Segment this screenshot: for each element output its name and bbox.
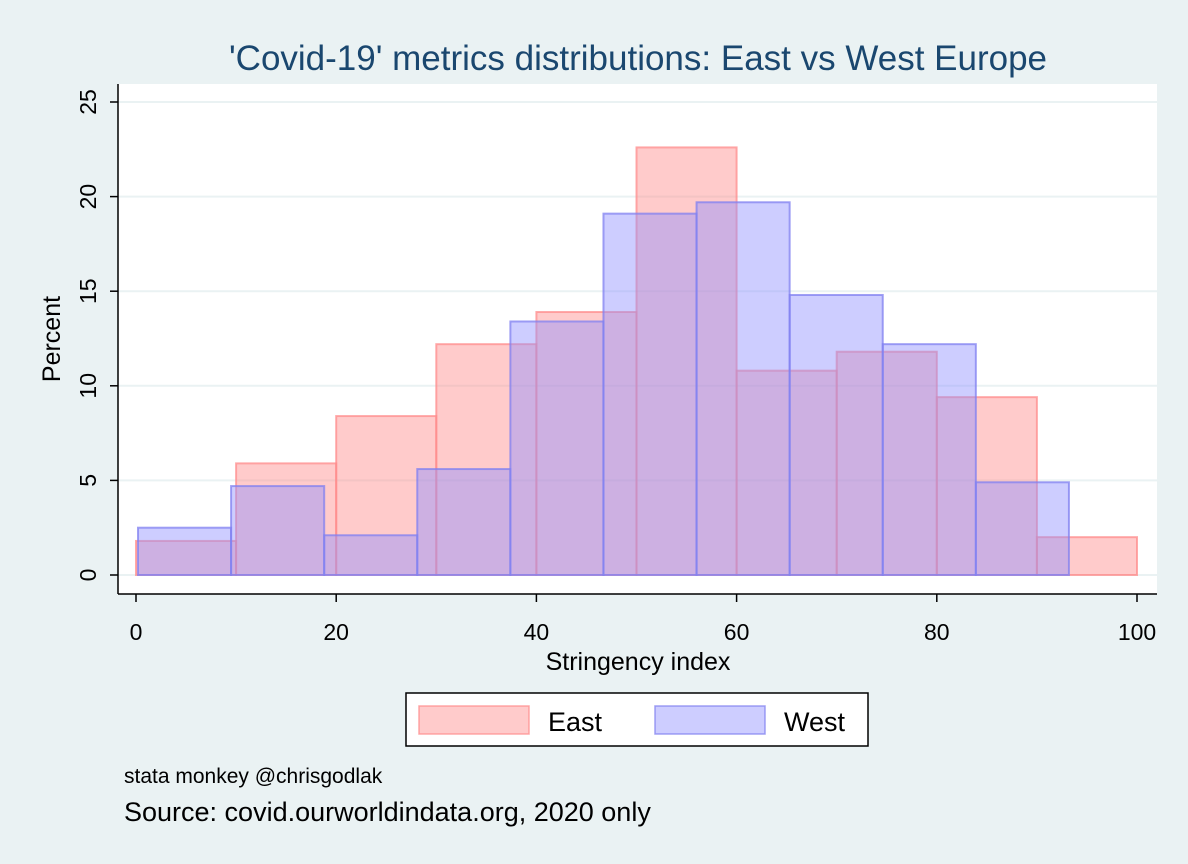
bar-west-7 <box>790 295 883 575</box>
bar-west-9 <box>976 482 1069 575</box>
y-tick-label-3: 15 <box>75 278 101 304</box>
legend-label-east: East <box>548 707 603 737</box>
legend: East West <box>406 693 868 746</box>
y-tick-label-2: 10 <box>75 373 101 399</box>
bar-west-1 <box>231 486 324 575</box>
y-tick-label-5: 25 <box>75 89 101 115</box>
bar-west-2 <box>324 535 417 575</box>
y-tick-label-0: 0 <box>75 569 101 582</box>
y-tick-label-1: 5 <box>75 474 101 487</box>
bar-west-0 <box>138 528 231 575</box>
x-tick-label-0: 0 <box>130 619 143 645</box>
x-tick-label-3: 60 <box>724 619 750 645</box>
x-tick-label-1: 20 <box>323 619 349 645</box>
x-ticks: 0 20 40 60 80 100 <box>130 594 1157 645</box>
bar-west-4 <box>510 321 603 575</box>
y-tick-label-4: 20 <box>75 184 101 210</box>
legend-swatch-west <box>655 706 765 734</box>
chart-caption: Source: covid.ourworldindata.org, 2020 o… <box>124 797 651 827</box>
y-ticks: 0 5 10 15 20 25 <box>75 89 118 581</box>
chart-title: 'Covid-19' metrics distributions: East v… <box>229 39 1047 78</box>
legend-label-west: West <box>784 707 846 737</box>
bar-west-8 <box>883 344 976 575</box>
bar-west-3 <box>417 469 510 575</box>
x-tick-label-2: 40 <box>524 619 550 645</box>
legend-swatch-east <box>419 706 529 734</box>
bar-west-6 <box>697 202 790 575</box>
x-axis-label: Stringency index <box>546 648 731 676</box>
x-tick-label-4: 80 <box>924 619 950 645</box>
chart-note: stata monkey @chrisgodlak <box>124 765 383 788</box>
x-tick-label-5: 100 <box>1118 619 1156 645</box>
y-axis-label: Percent <box>38 296 66 382</box>
bar-west-5 <box>603 214 696 575</box>
